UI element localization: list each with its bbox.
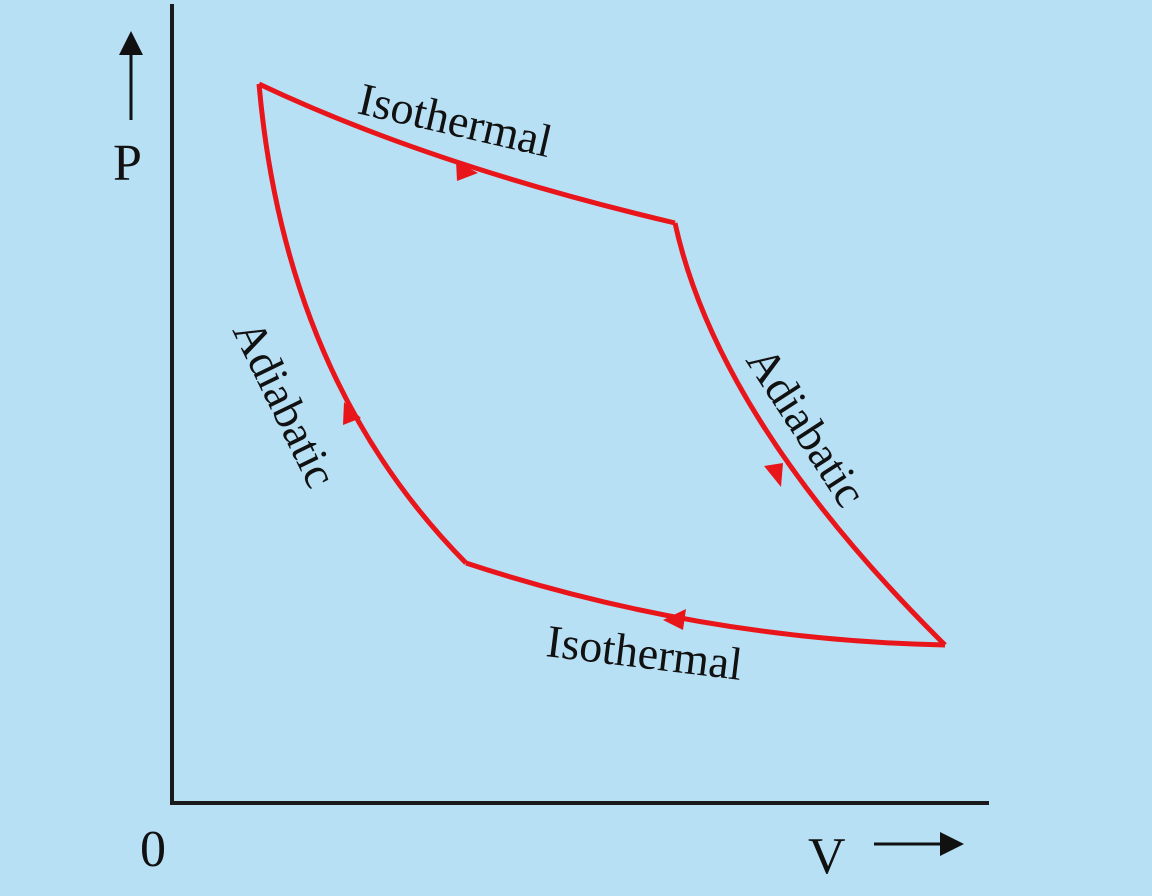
x-axis-label: V: [808, 828, 846, 885]
adiabatic-expansion-curve: [672, 222, 947, 647]
label-adiabatic-left: Adiabatic: [223, 312, 347, 495]
y-arrow-icon: [119, 31, 143, 120]
y-axis-label: P: [113, 135, 142, 192]
arrow-right-icon: [456, 161, 478, 181]
arrow-down-icon: [764, 463, 783, 487]
arrow-up-icon: [343, 402, 361, 425]
adiabatic-compression-curve: [256, 83, 468, 565]
origin-label: 0: [140, 821, 166, 878]
direction-arrows: [343, 161, 783, 630]
carnot-cycle: [256, 81, 947, 648]
x-arrow-icon: [874, 832, 964, 856]
axes: [170, 4, 989, 805]
label-isothermal-top: Isothermal: [354, 73, 557, 167]
isothermal-compression-curve: [465, 560, 946, 648]
isothermal-expansion-curve: [257, 81, 676, 226]
arrow-left-icon: [663, 609, 686, 630]
